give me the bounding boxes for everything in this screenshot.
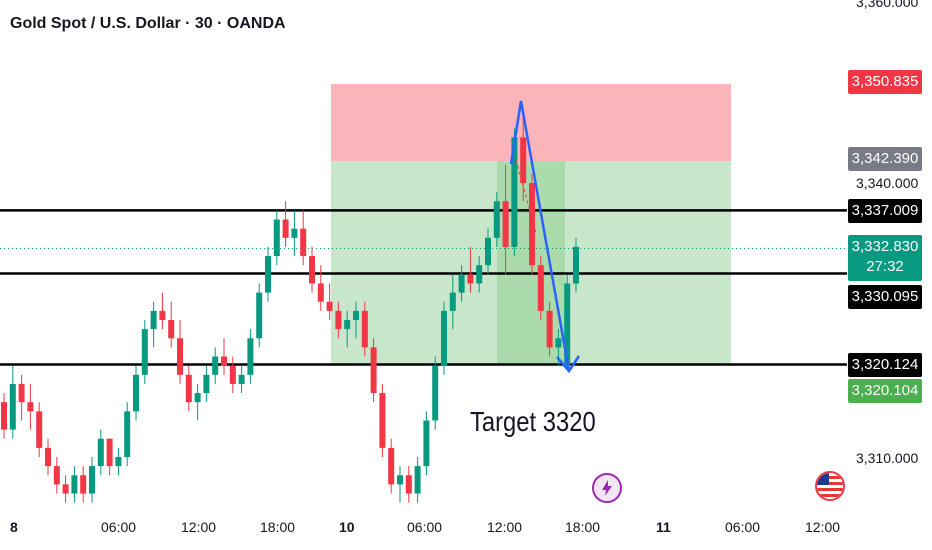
candle-body bbox=[115, 457, 122, 467]
lightning-icon[interactable] bbox=[592, 473, 622, 503]
stop-price-tag: 3,350.835 bbox=[848, 70, 922, 94]
candle-body bbox=[300, 228, 307, 257]
time-label: 18:00 bbox=[565, 519, 601, 535]
candle-body bbox=[449, 292, 456, 311]
time-label: 8 bbox=[10, 519, 18, 535]
candle-body bbox=[185, 374, 192, 403]
candle-body bbox=[133, 374, 139, 412]
target-price-tag: 3,320.104 bbox=[848, 379, 922, 403]
candle-body bbox=[326, 301, 333, 311]
candle-body bbox=[573, 246, 579, 284]
time-label: 06:00 bbox=[101, 519, 137, 535]
candle-body bbox=[317, 283, 324, 302]
candle-body bbox=[265, 256, 271, 293]
candle-body bbox=[353, 310, 359, 320]
candle-body bbox=[441, 310, 447, 366]
candle-body bbox=[282, 219, 289, 238]
candle-body bbox=[203, 374, 210, 394]
candle-body bbox=[291, 228, 298, 238]
candle-body bbox=[335, 310, 342, 330]
candle-body bbox=[221, 356, 227, 366]
candle-body bbox=[529, 183, 535, 266]
time-label: 12:00 bbox=[487, 519, 523, 535]
time-label: 11 bbox=[656, 519, 671, 535]
time-label: 18:00 bbox=[260, 519, 296, 535]
candle-body bbox=[150, 310, 157, 330]
candle-body bbox=[493, 201, 500, 238]
time-label: 10 bbox=[339, 519, 355, 535]
candle-body bbox=[71, 475, 78, 494]
candle-body bbox=[397, 475, 403, 485]
candle-body bbox=[546, 310, 553, 348]
price-tick-label: 3,310.000 bbox=[856, 450, 919, 466]
candle-body bbox=[62, 484, 69, 494]
candle-body bbox=[555, 338, 562, 348]
arrow-head bbox=[556, 355, 581, 374]
stop-loss-zone bbox=[331, 84, 731, 162]
candle-body bbox=[344, 320, 351, 330]
candle-body bbox=[537, 265, 544, 311]
chart-title: Gold Spot / U.S. Dollar · 30 · OANDA bbox=[10, 15, 286, 32]
candle-body bbox=[80, 475, 87, 494]
current-price-label: 3,332.830 bbox=[851, 238, 919, 255]
candle-body bbox=[309, 256, 315, 284]
candle-body bbox=[432, 365, 439, 421]
candle-body bbox=[18, 383, 25, 403]
candle-body bbox=[273, 219, 280, 257]
candle-body bbox=[502, 201, 509, 247]
candle-body bbox=[414, 466, 421, 494]
candle-body bbox=[9, 383, 16, 430]
level-price-tag: 3,320.124 bbox=[848, 353, 922, 377]
candle-body bbox=[458, 274, 465, 293]
price-tick-label: 3,340.000 bbox=[856, 175, 919, 191]
entry-price-tag: 3,342.390 bbox=[848, 147, 922, 171]
target-annotation[interactable]: Target 3320 bbox=[470, 406, 596, 437]
dashed-projection bbox=[515, 159, 537, 234]
candle-body bbox=[141, 329, 148, 375]
level-price-tag: 3,330.095 bbox=[848, 285, 922, 309]
candle-body bbox=[159, 310, 166, 320]
candle-body bbox=[256, 292, 263, 339]
candle-body bbox=[27, 402, 34, 412]
trend-arrow bbox=[509, 100, 571, 372]
candle-body bbox=[1, 402, 7, 430]
candle-body bbox=[53, 466, 60, 485]
candle-body bbox=[361, 310, 368, 348]
candle-body bbox=[97, 438, 104, 467]
time-label: 06:00 bbox=[407, 519, 443, 535]
candle-body bbox=[370, 347, 377, 394]
candle-body bbox=[467, 274, 474, 284]
current-price-tag: 3,332.830 27:32 bbox=[848, 235, 922, 281]
candle-body bbox=[212, 356, 219, 375]
candle-body bbox=[520, 137, 527, 183]
candle-body bbox=[177, 338, 183, 375]
candle-body bbox=[247, 338, 254, 375]
candle-body bbox=[379, 393, 386, 448]
candle-body bbox=[485, 237, 491, 266]
price-tick-label: 3,360.000 bbox=[856, 0, 919, 10]
candle-body bbox=[388, 447, 395, 485]
candle-body bbox=[229, 365, 236, 384]
candle-body bbox=[45, 447, 51, 467]
candle-countdown: 27:32 bbox=[866, 258, 904, 275]
candle-body bbox=[36, 411, 43, 448]
candle-body bbox=[124, 411, 131, 457]
candle-body bbox=[194, 393, 201, 403]
time-label: 12:00 bbox=[805, 519, 841, 535]
candle-body bbox=[564, 283, 571, 366]
time-label: 12:00 bbox=[181, 519, 217, 535]
candle-body bbox=[106, 438, 113, 467]
candle-body bbox=[476, 265, 483, 284]
time-label: 06:00 bbox=[725, 519, 761, 535]
candle-body bbox=[405, 475, 412, 494]
candle-body bbox=[511, 137, 518, 247]
candle-body bbox=[238, 374, 245, 384]
candle-body bbox=[423, 420, 430, 467]
us-flag-icon[interactable] bbox=[815, 471, 845, 501]
level-price-tag: 3,337.009 bbox=[848, 199, 922, 223]
candle-body bbox=[89, 466, 95, 494]
candle-body bbox=[168, 320, 175, 339]
